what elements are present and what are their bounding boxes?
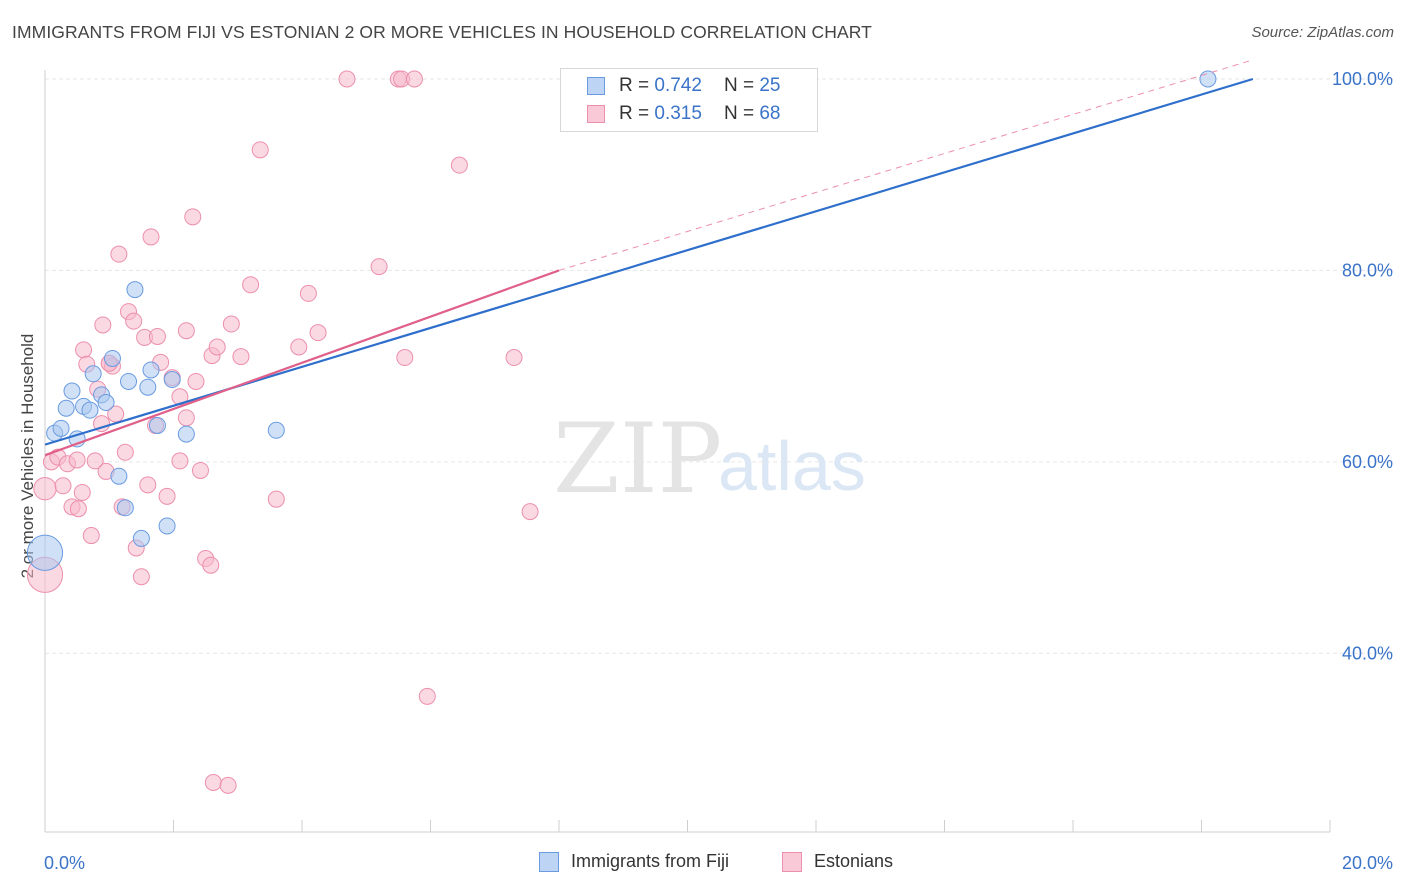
data-point-estonians [222, 315, 240, 333]
data-point-estonians [290, 338, 308, 356]
data-point-estonians [299, 284, 317, 302]
data-point-fiji [120, 372, 138, 390]
data-point-estonians [171, 452, 189, 470]
data-point-estonians [132, 568, 150, 586]
data-point-fiji [267, 421, 285, 439]
data-point-estonians [69, 500, 87, 518]
data-point-estonians [75, 341, 93, 359]
data-point-estonians [158, 487, 176, 505]
legend-swatch-estonians [587, 105, 605, 123]
y-tick-label: 80.0% [1342, 260, 1393, 280]
data-point-fiji [63, 382, 81, 400]
data-point-estonians [116, 443, 134, 461]
data-point-estonians [242, 276, 260, 294]
data-point-estonians [139, 476, 157, 494]
data-point-estonians [94, 316, 112, 334]
data-point-estonians [219, 776, 237, 794]
y-tick-label: 100.0% [1332, 69, 1393, 89]
data-point-estonians [208, 338, 226, 356]
data-point-estonians [418, 687, 436, 705]
y-tick-label: 40.0% [1342, 643, 1393, 663]
legend-r-label: R = [619, 75, 650, 96]
data-point-estonians [251, 141, 269, 159]
data-point-estonians [505, 349, 523, 367]
data-point-fiji [26, 534, 64, 571]
series-legend: Immigrants from Fiji Estonians [0, 851, 1406, 877]
watermark-zip: ZIP [553, 403, 722, 515]
data-point-fiji [1199, 70, 1217, 88]
data-point-estonians [107, 405, 125, 423]
data-point-estonians [309, 324, 327, 342]
legend-swatch-fiji [587, 77, 605, 95]
correlation-legend: R = 0.742 N = 25 R = 0.315 N = 68 [560, 68, 818, 132]
data-point-estonians [267, 490, 285, 508]
series-legend-fiji: Immigrants from Fiji [539, 851, 729, 872]
data-point-estonians [68, 451, 86, 469]
data-point-estonians [450, 156, 468, 174]
data-point-estonians [187, 372, 205, 390]
data-point-fiji [139, 378, 157, 396]
data-point-fiji [116, 499, 134, 517]
data-point-estonians [82, 527, 100, 545]
data-point-estonians [54, 477, 72, 495]
data-point-fiji [81, 401, 99, 419]
data-point-estonians [33, 476, 57, 501]
x-tick-label: 0.0% [44, 853, 85, 873]
data-point-estonians [232, 348, 250, 366]
series-legend-estonians: Estonians [782, 851, 893, 872]
x-tick-label: 20.0% [1342, 853, 1393, 873]
data-point-fiji [57, 399, 75, 417]
data-point-estonians [370, 258, 388, 276]
data-point-estonians [396, 349, 414, 367]
chart-title: IMMIGRANTS FROM FIJI VS ESTONIAN 2 OR MO… [12, 22, 872, 42]
legend-r-value: 0.315 [654, 103, 702, 124]
data-point-estonians [204, 774, 222, 791]
legend-n-value: 68 [759, 103, 781, 124]
data-point-estonians [177, 409, 195, 427]
data-point-estonians [177, 322, 195, 340]
data-point-fiji [110, 467, 128, 485]
data-point-estonians [86, 452, 104, 470]
data-point-estonians [338, 70, 356, 88]
data-point-estonians [125, 312, 143, 330]
data-point-fiji [148, 416, 166, 434]
source-note: Source: ZipAtlas.com [1251, 24, 1394, 41]
legend-row-fiji: R = 0.742 N = 25 [587, 73, 780, 99]
data-point-estonians [191, 461, 209, 479]
data-point-fiji [52, 419, 70, 437]
trend-line-estonians [44, 269, 560, 457]
data-point-fiji [103, 349, 121, 367]
watermark-atlas: atlas [718, 427, 866, 505]
data-point-estonians [110, 245, 128, 263]
data-point-fiji [97, 394, 115, 412]
legend-r-value: 0.742 [654, 75, 702, 96]
data-point-fiji [132, 529, 150, 547]
y-tick-label: 60.0% [1342, 452, 1393, 472]
legend-n-label: N = [723, 75, 755, 96]
data-point-fiji [84, 365, 102, 383]
series-label-fiji: Immigrants from Fiji [571, 851, 730, 871]
data-point-estonians [521, 503, 539, 521]
legend-n-label: N = [723, 103, 755, 124]
series-swatch-fiji [539, 851, 559, 872]
data-point-estonians [148, 327, 166, 345]
series-label-estonians: Estonians [814, 851, 894, 871]
data-point-estonians [142, 228, 160, 246]
legend-r-label: R = [619, 103, 650, 124]
data-point-fiji [158, 517, 176, 535]
data-point-estonians [405, 70, 423, 88]
legend-n-value: 25 [759, 75, 781, 96]
data-point-estonians [202, 556, 220, 574]
series-swatch-estonians [782, 851, 802, 872]
data-point-fiji [163, 371, 181, 389]
data-point-estonians [73, 483, 91, 501]
data-point-estonians [93, 415, 111, 433]
data-point-fiji [177, 425, 195, 443]
legend-row-estonians: R = 0.315 N = 68 [587, 101, 780, 127]
data-point-estonians [184, 208, 202, 226]
data-point-fiji [142, 361, 160, 379]
data-point-fiji [126, 281, 144, 299]
